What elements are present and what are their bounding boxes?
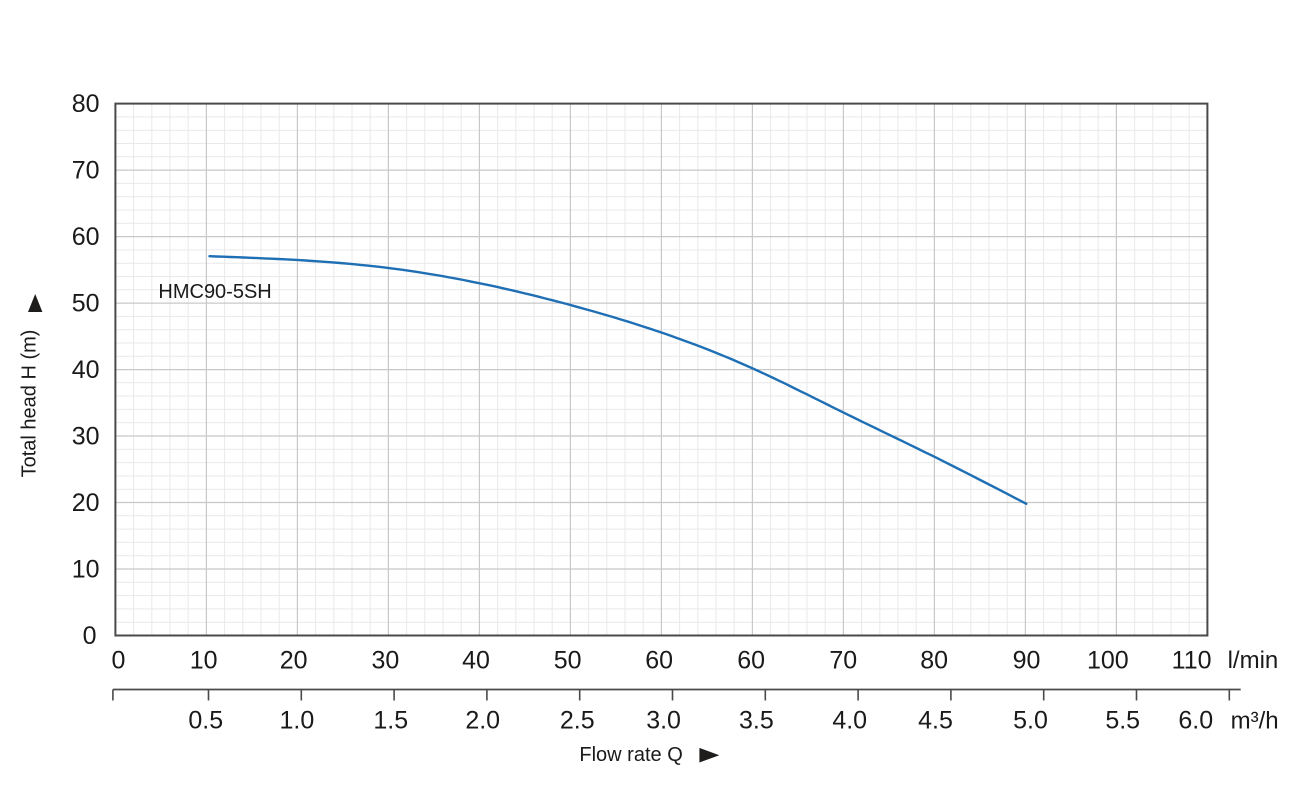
svg-text:HMC90-5SH: HMC90-5SH xyxy=(158,281,271,303)
svg-text:110: 110 xyxy=(1172,647,1212,675)
svg-text:10: 10 xyxy=(72,556,100,584)
svg-text:50: 50 xyxy=(554,647,582,675)
svg-text:80: 80 xyxy=(920,647,948,675)
svg-text:Total head H (m): Total head H (m) xyxy=(18,330,40,478)
svg-text:30: 30 xyxy=(72,423,100,451)
svg-text:m³/h: m³/h xyxy=(1231,708,1279,735)
svg-text:60: 60 xyxy=(737,647,765,675)
svg-text:0.5: 0.5 xyxy=(188,707,223,735)
svg-text:4.5: 4.5 xyxy=(918,707,953,735)
svg-text:3.5: 3.5 xyxy=(739,707,774,735)
svg-text:1.0: 1.0 xyxy=(280,707,315,735)
svg-text:70: 70 xyxy=(72,157,100,185)
svg-text:0: 0 xyxy=(83,622,97,650)
svg-text:0: 0 xyxy=(112,647,126,675)
svg-text:30: 30 xyxy=(371,647,399,675)
svg-text:100: 100 xyxy=(1087,647,1129,675)
svg-text:6.0: 6.0 xyxy=(1178,707,1213,735)
svg-text:2.0: 2.0 xyxy=(465,707,500,735)
svg-text:10: 10 xyxy=(190,647,218,675)
svg-text:l/min: l/min xyxy=(1228,647,1279,674)
svg-text:70: 70 xyxy=(829,647,857,675)
svg-text:40: 40 xyxy=(462,647,490,675)
svg-text:5.5: 5.5 xyxy=(1105,707,1140,735)
svg-text:Flow rate Q: Flow rate Q xyxy=(579,744,682,766)
svg-text:60: 60 xyxy=(72,223,100,251)
svg-text:50: 50 xyxy=(72,290,100,318)
svg-text:80: 80 xyxy=(72,90,100,118)
svg-text:40: 40 xyxy=(72,356,100,384)
svg-text:20: 20 xyxy=(280,647,308,675)
svg-text:5.0: 5.0 xyxy=(1013,707,1048,735)
svg-text:20: 20 xyxy=(72,489,100,517)
svg-text:60: 60 xyxy=(645,647,673,675)
svg-text:1.5: 1.5 xyxy=(373,707,408,735)
svg-text:3.0: 3.0 xyxy=(646,707,681,735)
svg-text:4.0: 4.0 xyxy=(832,707,867,735)
svg-text:90: 90 xyxy=(1013,647,1041,675)
svg-text:2.5: 2.5 xyxy=(560,707,595,735)
